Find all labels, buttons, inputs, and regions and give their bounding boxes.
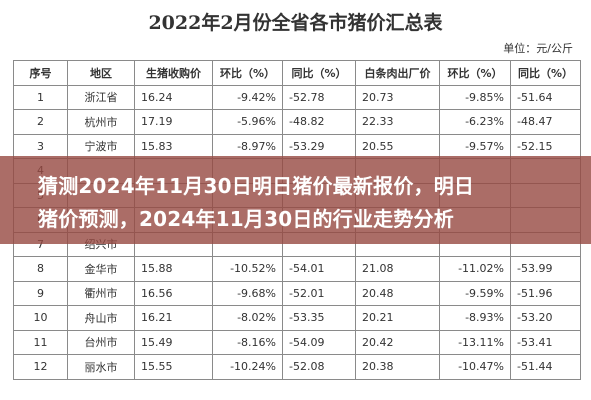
cell-pork-price: 20.73: [355, 84, 440, 110]
cell-hog-yoy: -52.08: [282, 354, 356, 380]
cell-region: 金华市: [67, 256, 135, 282]
cell-pork-yoy: -48.47: [510, 109, 581, 135]
headline-line-2[interactable]: 猪价预测，2024年11月30日的行业走势分析: [38, 207, 454, 231]
cell-index: 9: [13, 280, 68, 306]
cell-index: 10: [13, 305, 68, 331]
cell-index: 2: [13, 109, 68, 135]
cell-region: 丽水市: [67, 354, 135, 380]
table-row: 2 杭州市 17.19 -5.96% -48.82 22.33 -6.23% -48.47: [13, 109, 581, 135]
cell-pork-mom: -8.93%: [439, 305, 511, 331]
cell-pork-mom: -9.59%: [439, 280, 511, 306]
cell-hog-yoy: -52.78: [282, 84, 356, 110]
cell-pork-price: 20.48: [355, 280, 440, 306]
cell-hog-mom: -10.24%: [212, 354, 283, 380]
cell-hog-yoy: -54.01: [282, 256, 356, 282]
cell-hog-mom: -8.16%: [212, 329, 283, 355]
header-hog-yoy: 同比（%）: [282, 60, 356, 86]
cell-pork-price: 20.38: [355, 354, 440, 380]
headline-banner[interactable]: 猜测2024年11月30日明日猪价最新报价，明日 猪价预测，2024年11月30…: [0, 156, 591, 244]
table-row: 3 宁波市 15.83 -8.97% -53.29 20.55 -9.57% -52.15: [13, 133, 581, 159]
cell-pork-price: 21.08: [355, 256, 440, 282]
cell-pork-yoy: -53.41: [510, 329, 581, 355]
cell-pork-price: 20.42: [355, 329, 440, 355]
cell-hog-mom: -5.96%: [212, 109, 283, 135]
cell-hog-price: 15.83: [134, 133, 213, 159]
header-region: 地区: [67, 60, 135, 86]
headline-line-1[interactable]: 猜测2024年11月30日明日猪价最新报价，明日: [38, 174, 475, 198]
cell-region: 舟山市: [67, 305, 135, 331]
cell-pork-yoy: -53.99: [510, 256, 581, 282]
cell-region: 宁波市: [67, 133, 135, 159]
table-row: 11 台州市 15.49 -8.16% -54.09 20.42 -13.11% -53.41: [13, 329, 581, 355]
header-hog-mom: 环比（%）: [212, 60, 283, 86]
cell-index: 3: [13, 133, 68, 159]
header-pork-yoy: 同比（%）: [510, 60, 581, 86]
cell-pork-mom: -13.11%: [439, 329, 511, 355]
cell-region: 浙江省: [67, 84, 135, 110]
table-row: 9 衢州市 16.56 -9.68% -52.01 20.48 -9.59% -51.96: [13, 280, 581, 306]
cell-hog-yoy: -54.09: [282, 329, 356, 355]
cell-pork-yoy: -51.96: [510, 280, 581, 306]
cell-pork-yoy: -53.20: [510, 305, 581, 331]
table-row: 1 浙江省 16.24 -9.42% -52.78 20.73 -9.85% -51.64: [13, 84, 581, 110]
cell-hog-yoy: -53.35: [282, 305, 356, 331]
header-hog-price: 生猪收购价: [134, 60, 213, 86]
header-pork-price: 白条肉出厂价: [355, 60, 440, 86]
cell-hog-price: 17.19: [134, 109, 213, 135]
unit-label: 单位：元/公斤: [503, 42, 573, 55]
cell-pork-mom: -9.85%: [439, 84, 511, 110]
cell-hog-price: 16.24: [134, 84, 213, 110]
cell-index: 12: [13, 354, 68, 380]
cell-hog-price: 16.21: [134, 305, 213, 331]
cell-hog-yoy: -53.29: [282, 133, 356, 159]
table-row: 12 丽水市 15.55 -10.24% -52.08 20.38 -10.47% -51.4…: [13, 354, 581, 380]
cell-hog-mom: -9.68%: [212, 280, 283, 306]
cell-pork-yoy: -52.15: [510, 133, 581, 159]
cell-pork-price: 22.33: [355, 109, 440, 135]
cell-hog-price: 15.55: [134, 354, 213, 380]
cell-region: 台州市: [67, 329, 135, 355]
table-row: 8 金华市 15.88 -10.52% -54.01 21.08 -11.02% -53.99: [13, 256, 581, 282]
cell-index: 11: [13, 329, 68, 355]
cell-hog-mom: -8.97%: [212, 133, 283, 159]
cell-pork-yoy: -51.64: [510, 84, 581, 110]
cell-pork-price: 20.55: [355, 133, 440, 159]
cell-pork-mom: -11.02%: [439, 256, 511, 282]
header-index: 序号: [13, 60, 68, 86]
cell-hog-price: 16.56: [134, 280, 213, 306]
cell-hog-price: 15.88: [134, 256, 213, 282]
cell-pork-price: 20.21: [355, 305, 440, 331]
cell-index: 8: [13, 256, 68, 282]
cell-region: 杭州市: [67, 109, 135, 135]
table-row: 10 舟山市 16.21 -8.02% -53.35 20.21 -8.93% -53.20: [13, 305, 581, 331]
cell-hog-price: 15.49: [134, 329, 213, 355]
cell-region: 衢州市: [67, 280, 135, 306]
cell-pork-yoy: -51.44: [510, 354, 581, 380]
cell-pork-mom: -9.57%: [439, 133, 511, 159]
cell-hog-yoy: -52.01: [282, 280, 356, 306]
cell-pork-mom: -10.47%: [439, 354, 511, 380]
cell-pork-mom: -6.23%: [439, 109, 511, 135]
cell-hog-mom: -8.02%: [212, 305, 283, 331]
cell-hog-mom: -9.42%: [212, 84, 283, 110]
table-header-row: 序号 地区 生猪收购价 环比（%） 同比（%） 白条肉出厂价 环比（%） 同比（…: [13, 60, 581, 86]
cell-hog-yoy: -48.82: [282, 109, 356, 135]
document-title: 2022年2月份全省各市猪价汇总表: [148, 12, 443, 34]
cell-hog-mom: -10.52%: [212, 256, 283, 282]
header-pork-mom: 环比（%）: [439, 60, 511, 86]
cell-index: 1: [13, 84, 68, 110]
